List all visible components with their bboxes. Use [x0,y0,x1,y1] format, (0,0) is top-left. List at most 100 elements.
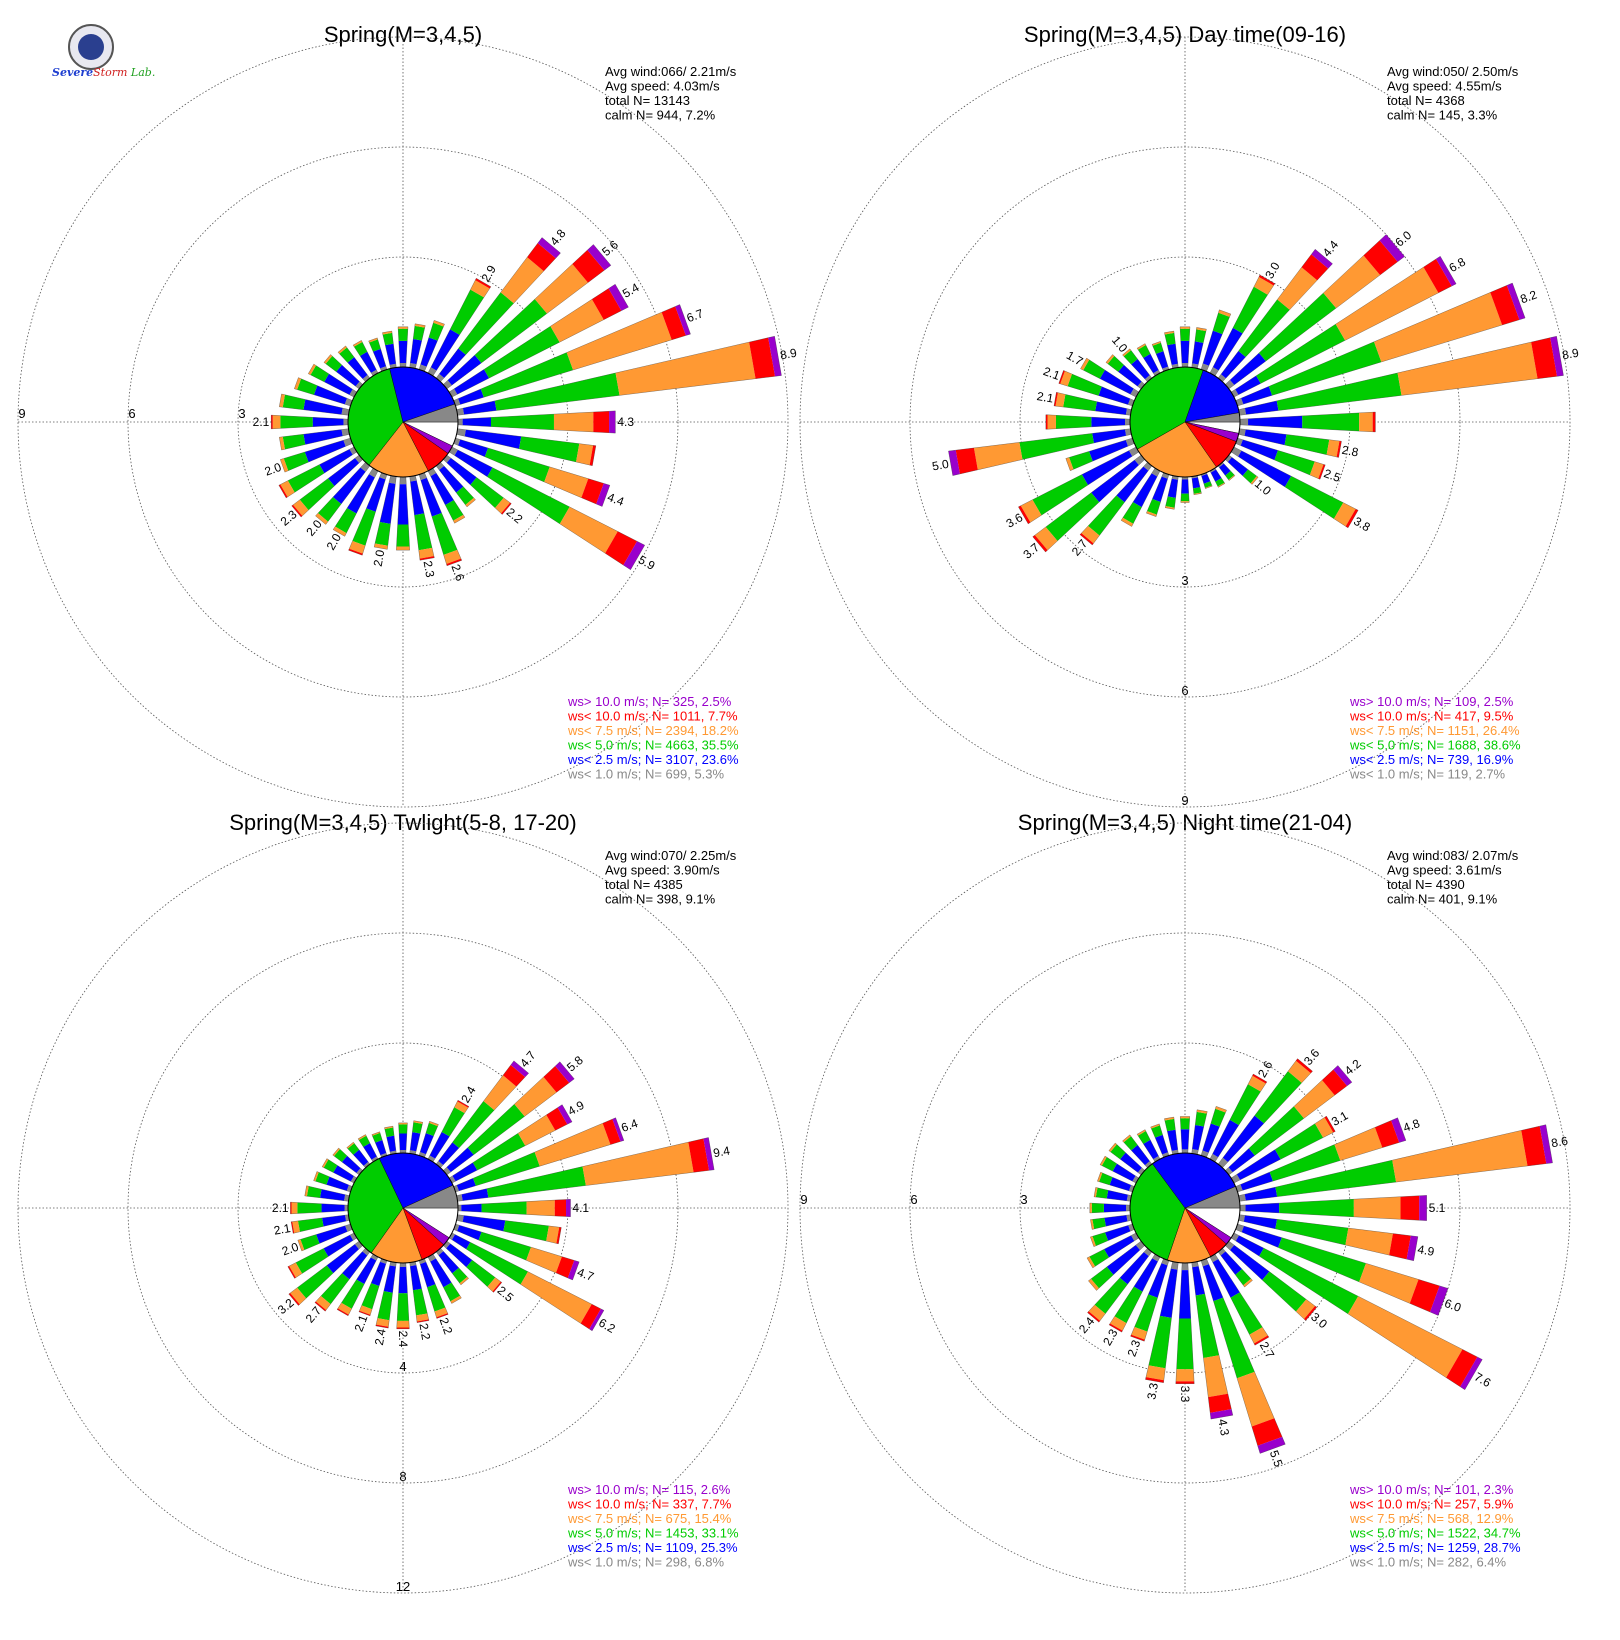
wind-bar-segment [1165,506,1175,510]
wind-bar-segment [1176,1318,1194,1370]
wind-bar-segment [350,1232,357,1241]
wind-bar-segment [356,1168,363,1175]
wind-bar-segment [288,1293,300,1306]
wind-bar-segment [396,524,410,547]
wind-bar-segment [768,336,782,377]
wind-bar-segment [287,1266,296,1279]
wind-bar-segment [1238,1214,1245,1222]
wind-bar-segment [413,325,425,341]
wind-bar-segment [399,1150,407,1154]
wind-bar-segment [1374,1120,1400,1148]
wind-bar-segment [500,257,544,304]
wind-bar-segment [1087,1311,1100,1323]
chart-title: Spring(M=3,4,5) Day time(09-16) [1024,22,1346,47]
bar-value-label: 2.8 [1341,443,1360,460]
stats-line: total N= 4390 [1387,877,1465,892]
wind-bar-segment [439,465,464,493]
wind-bar-segment [458,439,488,457]
wind-bar-segment [1180,340,1190,364]
ring-tick-label: 9 [18,406,25,421]
wind-bar-segment [1241,1226,1282,1248]
wind-bar-segment [363,1161,370,1168]
wind-bar-segment [1318,464,1326,480]
wind-bar-segment [332,1147,340,1157]
wind-bar-segment [453,514,465,524]
wind-bar-segment [388,475,397,484]
wind-bar-segment [1322,1069,1347,1096]
bar-value-label: 4.7 [575,1265,596,1284]
wind-bar-segment [543,1066,570,1093]
bar-value-label: 6.0 [1443,1296,1464,1315]
stats-line: calm N= 398, 9.1% [605,892,716,907]
wind-bar-segment [326,1176,349,1191]
wind-bar-segment [436,1313,449,1319]
wind-bar-segment [457,1100,469,1108]
stats-line: Avg speed: 3.90m/s [605,863,720,878]
wind-bar-segment [1276,372,1402,411]
wind-bar-segment [398,340,408,364]
wind-bar-segment [344,1204,349,1212]
ring-tick-label: 12 [396,1579,410,1594]
wind-bar-segment [297,1217,324,1232]
wind-bar-segment [398,326,408,329]
wind-bar-segment [315,1296,331,1311]
wind-bar-segment [1236,1149,1281,1180]
wind-bar-segment [297,378,318,395]
wind-bar-segment [310,365,329,382]
wind-bar-segment [1110,1144,1126,1160]
wind-bar-segment [1151,1125,1163,1138]
wind-bar-segment [271,415,273,429]
wind-bar-segment [291,1202,298,1214]
ring-tick-label: 3 [1020,1192,1027,1207]
legend-entry: ws< 5.0 m/s; N= 1453, 33.1% [567,1526,739,1541]
wind-bar-segment [1128,446,1139,457]
wind-bar-segment [362,1248,370,1256]
wind-bar-segment [337,1308,349,1316]
wind-bar-segment [556,1227,562,1244]
wind-bar-segment [1019,433,1094,460]
wind-bar-segment [1143,1139,1159,1160]
wind-bar-segment [431,512,458,555]
wind-bar-segment [413,1120,423,1124]
wind-bar-segment [1215,1106,1227,1113]
wind-bar-segment [580,1304,601,1329]
wind-bar-segment [382,332,394,346]
wind-bar-segment [1389,1233,1411,1260]
wind-bar-segment [1275,1219,1349,1246]
wind-bar-segment [487,1277,501,1292]
wind-bar-segment [1145,1365,1166,1381]
wind-bar-segment [1232,286,1268,334]
bar-value-label: 2.1 [1041,364,1062,383]
wind-bar-segment [420,1133,434,1155]
bar-value-label: 8.6 [1550,1134,1569,1151]
bar-value-label: 2.3 [421,560,438,579]
wind-bar-segment [581,478,604,505]
wind-bar-segment [1363,240,1398,276]
wind-bar-segment [486,1166,586,1198]
wind-bar-segment [398,1124,408,1134]
wind-bar-segment [1379,234,1405,262]
wind-bar-segment [380,1258,387,1264]
wind-bar-segment [446,1147,474,1173]
stats-line: calm N= 944, 7.2% [605,108,716,123]
legend-entry: ws< 10.0 m/s; N= 257, 5.9% [1349,1497,1514,1512]
wind-bar-segment [1123,1136,1138,1151]
wind-bar-segment [1288,1060,1311,1083]
ring-tick-label: 6 [1181,683,1188,698]
wind-bar-segment [1105,354,1115,364]
wind-bar-segment [1137,343,1146,350]
wind-bar-segment [1160,1268,1178,1318]
wind-bar-segment [1202,330,1223,366]
wind-bar-segment [425,1122,438,1136]
bar-value-label: 5.0 [931,457,950,474]
wind-bar-segment [456,428,466,437]
wind-bar-segment [1191,1149,1199,1155]
wind-bar-segment [1105,1225,1131,1241]
bar-value-label: 2.6 [448,562,467,583]
wind-bar-segment [1018,505,1031,524]
wind-bar-segment [1231,446,1242,457]
wind-bar-segment [346,1142,355,1149]
wind-bar-segment [1400,1195,1420,1221]
wind-bar-segment [1167,1129,1178,1151]
wind-bar-segment [484,447,550,482]
